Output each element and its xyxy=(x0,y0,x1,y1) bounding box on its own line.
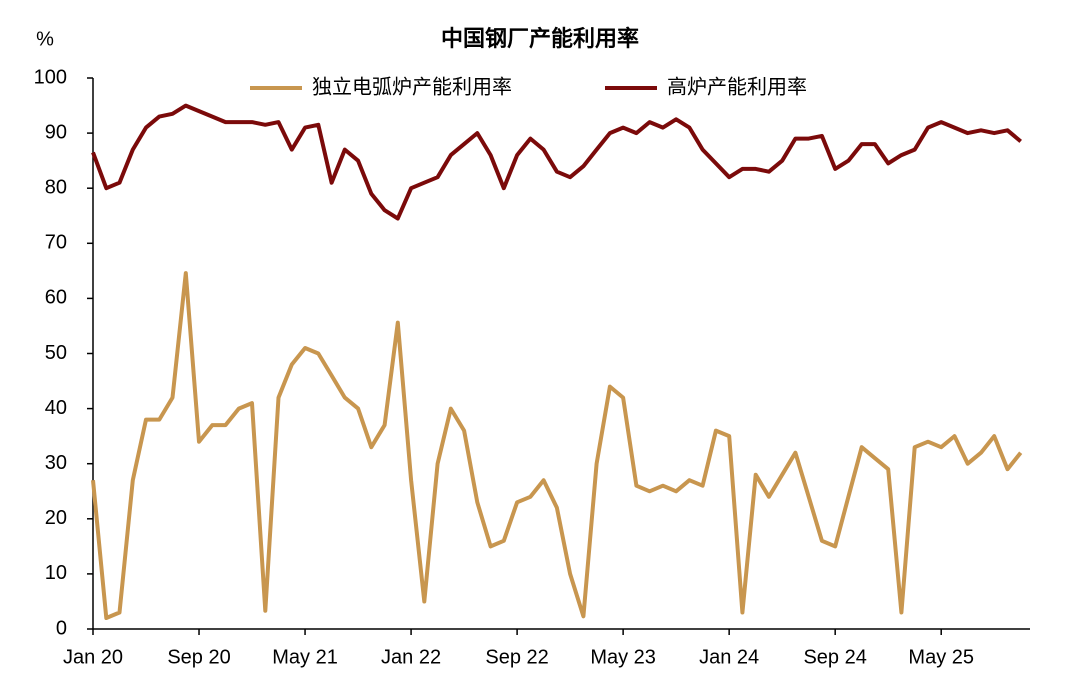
x-tick-label: Jan 20 xyxy=(63,646,123,668)
x-tick-label: Sep 22 xyxy=(485,646,548,668)
chart-title: 中国钢厂产能利用率 xyxy=(441,26,639,51)
x-tick-label: Jan 24 xyxy=(699,646,759,668)
x-tick-label: May 23 xyxy=(590,646,656,668)
x-tick-label: Sep 24 xyxy=(803,646,866,668)
y-tick-label: 40 xyxy=(45,397,67,419)
y-tick-label: 80 xyxy=(45,176,67,198)
series-line xyxy=(91,271,1023,620)
series-line xyxy=(91,103,1022,221)
y-tick-label: 30 xyxy=(45,452,67,474)
x-tick-label: May 25 xyxy=(908,646,974,668)
y-tick-label: 50 xyxy=(45,342,67,364)
y-tick-label: 0 xyxy=(56,617,67,639)
legend-label: 高炉产能利用率 xyxy=(667,75,807,98)
y-tick-label: 100 xyxy=(34,66,67,88)
y-tick-label: 60 xyxy=(45,287,67,309)
y-axis-unit: % xyxy=(36,28,54,50)
y-tick-label: 20 xyxy=(45,507,67,529)
y-tick-label: 70 xyxy=(45,232,67,254)
y-tick-label: 90 xyxy=(45,121,67,143)
x-tick-label: Sep 20 xyxy=(167,646,230,668)
x-tick-label: May 21 xyxy=(272,646,338,668)
x-tick-label: Jan 22 xyxy=(381,646,441,668)
y-tick-label: 10 xyxy=(45,562,67,584)
legend-label: 独立电弧炉产能利用率 xyxy=(312,75,512,98)
